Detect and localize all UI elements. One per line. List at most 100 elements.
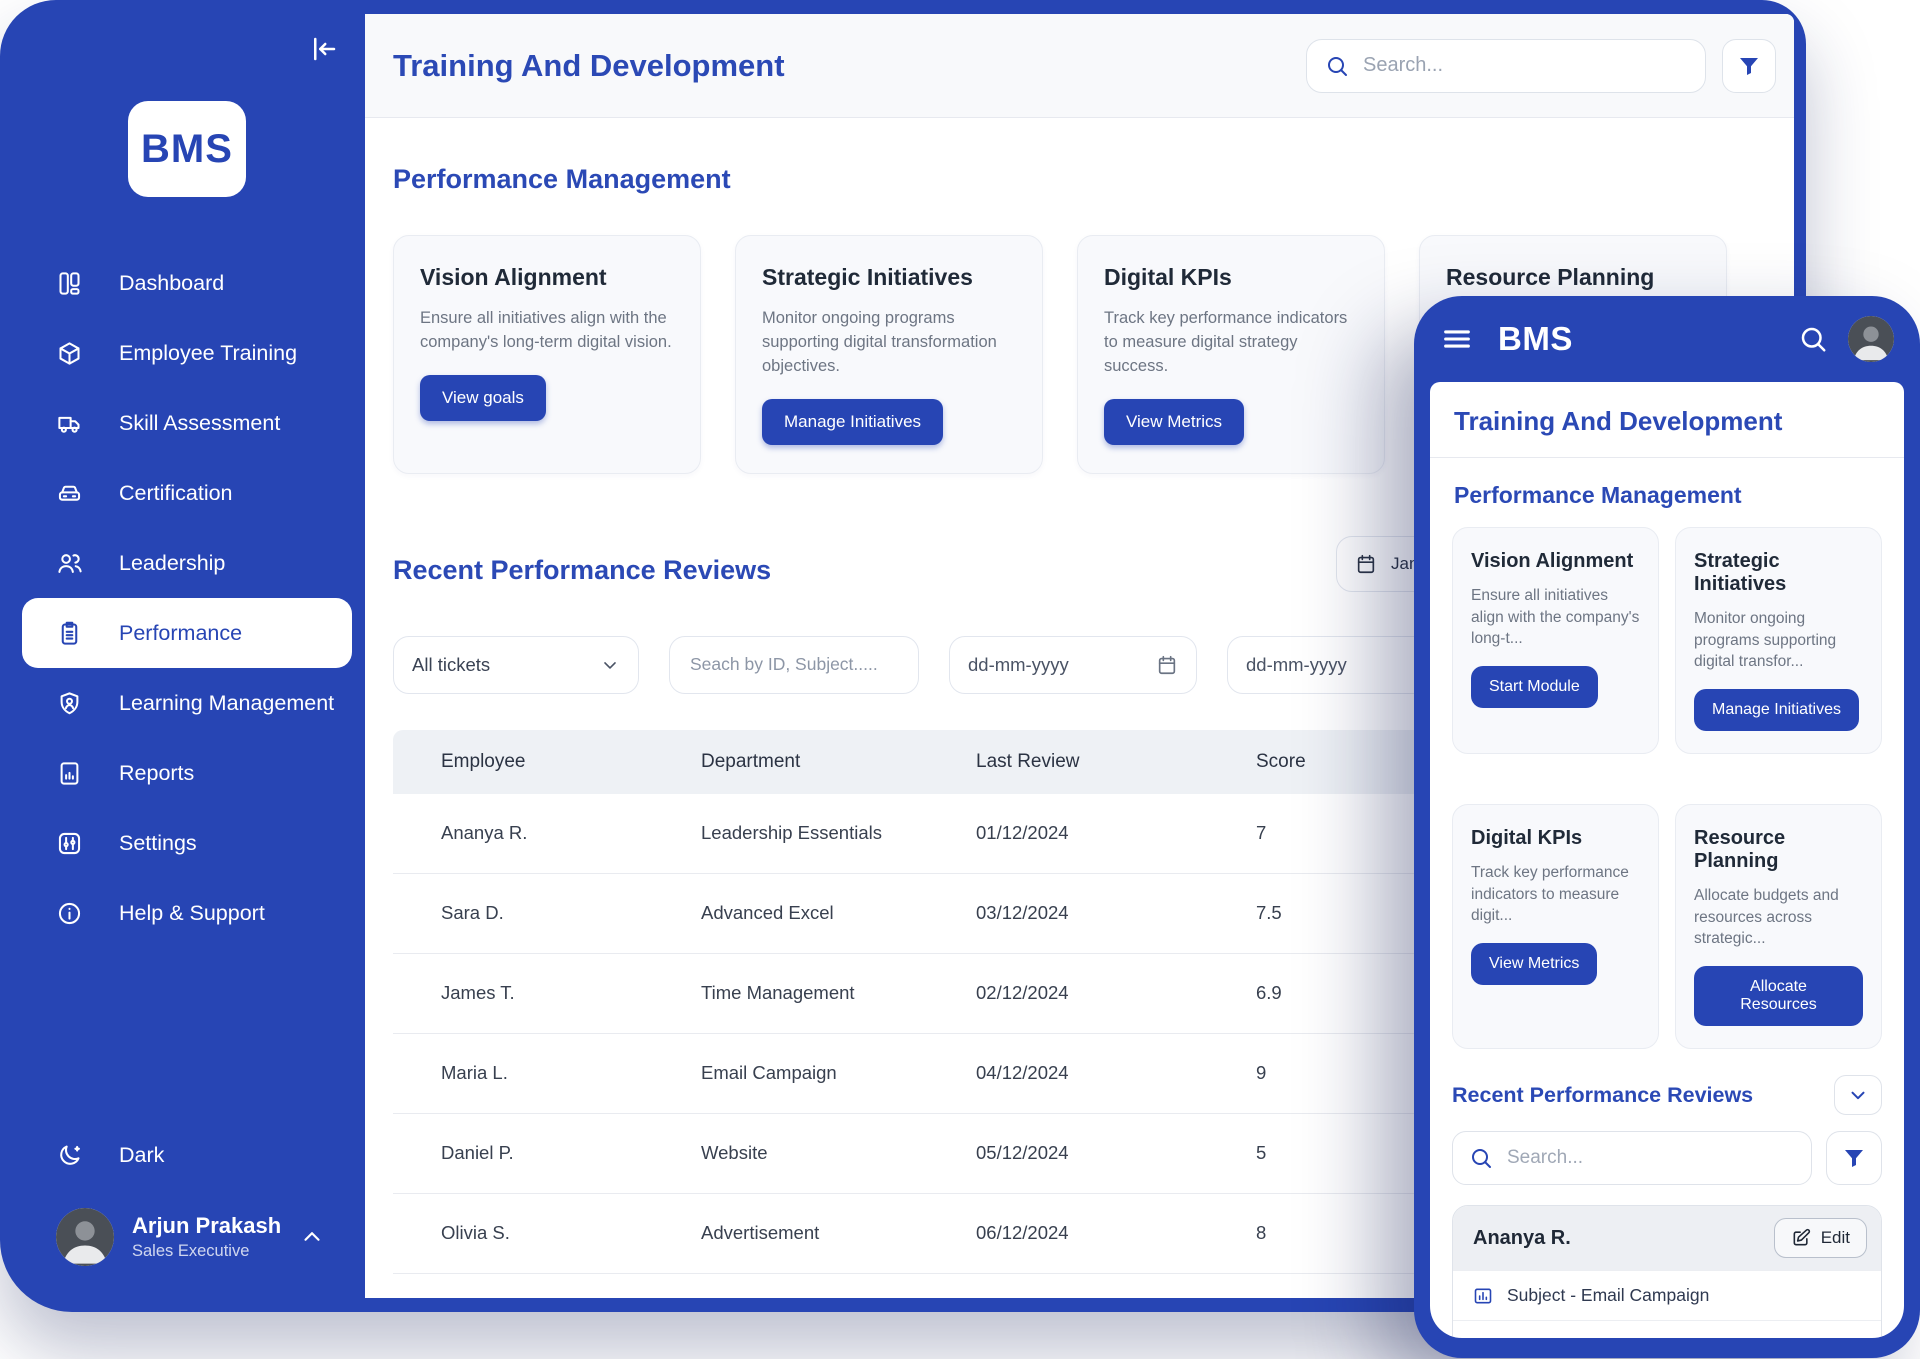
brand-logo: BMS [128, 101, 246, 197]
review-search-box [669, 635, 919, 694]
date-from-input[interactable]: dd-mm-yyyy [949, 635, 1197, 694]
card-strategic-initiatives: Strategic Initiatives Monitor ongoing pr… [735, 235, 1043, 474]
dark-mode-label: Dark [119, 1142, 165, 1167]
sidebar-item-label: Performance [119, 620, 243, 645]
hamburger-menu-icon[interactable] [1440, 322, 1474, 356]
card-title: Vision Alignment [420, 264, 607, 290]
sidebar-item-label: Dashboard [119, 270, 225, 295]
sidebar-item-reports[interactable]: Reports [22, 738, 352, 808]
date-to-value: dd-mm-yyyy [1246, 653, 1347, 675]
truck-icon [56, 410, 83, 437]
sidebar-item-settings[interactable]: Settings [22, 808, 352, 878]
sidebar-item-certification[interactable]: Certification [22, 458, 352, 528]
review-card-header: Ananya R. Edit [1453, 1206, 1881, 1271]
shield-user-icon [56, 690, 83, 717]
sidebar-item-dashboard[interactable]: Dashboard [22, 248, 352, 318]
funnel-icon [1842, 1146, 1866, 1170]
cell-last-review: 05/12/2024 [976, 1142, 1069, 1164]
review-search-input[interactable] [688, 653, 900, 677]
column-header-last-review: Last Review [976, 750, 1080, 772]
card-title: Resource Planning [1694, 827, 1786, 873]
package-icon [56, 340, 83, 367]
sidebar-item-help-support[interactable]: Help & Support [22, 878, 352, 948]
cell-score: 7.5 [1256, 902, 1282, 924]
filter-button[interactable] [1722, 38, 1776, 93]
edit-button[interactable]: Edit [1773, 1218, 1867, 1259]
mobile-search-row [1430, 1115, 1904, 1186]
view-metrics-button[interactable]: View Metrics [1471, 943, 1598, 986]
sidebar-item-performance[interactable]: Performance [22, 598, 352, 668]
manage-initiatives-button[interactable]: Manage Initiatives [762, 398, 944, 445]
search-icon [1469, 1146, 1493, 1170]
review-field-text: Subject - Email Campaign [1507, 1285, 1710, 1306]
cell-employee: Sara D. [441, 902, 504, 924]
cell-department: Advertisement [701, 1222, 820, 1244]
mobile-filter-button[interactable] [1826, 1131, 1882, 1186]
sidebar-item-skill-assessment[interactable]: Skill Assessment [22, 388, 352, 458]
cell-employee: Maria L. [441, 1062, 508, 1084]
clipboard-icon [56, 620, 83, 647]
cell-employee: James T. [441, 982, 515, 1004]
cell-department: Advanced Excel [701, 902, 834, 924]
card-title: Strategic Initiatives [762, 264, 973, 290]
cell-last-review: 03/12/2024 [976, 902, 1069, 924]
start-module-button[interactable]: Start Module [1471, 666, 1598, 709]
mobile-search-box [1452, 1131, 1812, 1186]
table-row: Ananya R. Leadership Essentials 01/12/20… [393, 794, 1766, 874]
sidebar-footer: Dark Arjun Prakash Sales Executive [0, 1120, 365, 1266]
card-description: Track key performance indicators to meas… [1471, 864, 1629, 925]
collapse-sidebar-button[interactable] [303, 28, 345, 70]
cell-score: 7 [1256, 822, 1267, 844]
search-icon[interactable] [1798, 324, 1828, 354]
dashboard-icon [56, 270, 83, 297]
search-input[interactable] [1361, 53, 1687, 78]
collapse-reviews-button[interactable] [1834, 1075, 1882, 1116]
view-metrics-button[interactable]: View Metrics [1104, 398, 1245, 445]
card-description: Track key performance indicators to meas… [1104, 309, 1348, 375]
car-icon [56, 480, 83, 507]
chevron-down-icon [1847, 1084, 1869, 1106]
card-title: Resource Planning [1446, 264, 1655, 290]
sidebar-item-label: Leadership [119, 550, 226, 575]
column-header-department: Department [701, 750, 801, 772]
edit-pencil-icon [1791, 1228, 1811, 1248]
sidebar-item-learning-management[interactable]: Learning Management [22, 668, 352, 738]
allocate-resources-button[interactable]: Allocate Resources [1694, 966, 1863, 1027]
review-field-status: Status - Resolved [1453, 1320, 1881, 1338]
table-row: James T. Time Management 02/12/2024 6.9 [393, 954, 1766, 1034]
card-title: Vision Alignment [1471, 550, 1634, 572]
sidebar-nav: Dashboard Employee Training Skill Assess… [0, 248, 365, 948]
card-vision-alignment: Vision Alignment Ensure all initiatives … [1452, 527, 1659, 755]
view-goals-button[interactable]: View goals [420, 374, 546, 421]
review-field-text: Status - Resolved [1507, 1335, 1645, 1338]
sidebar-item-leadership[interactable]: Leadership [22, 528, 352, 598]
card-description: Monitor ongoing programs supporting digi… [762, 309, 997, 375]
manage-initiatives-button[interactable]: Manage Initiatives [1694, 689, 1859, 732]
ticket-filter-select[interactable]: All tickets [393, 635, 639, 694]
dark-mode-toggle[interactable]: Dark [0, 1120, 365, 1190]
mobile-reviews-header: Recent Performance Reviews [1430, 1049, 1904, 1116]
card-title: Digital KPIs [1471, 827, 1583, 850]
mobile-search-input[interactable] [1505, 1146, 1795, 1171]
cell-score: 8 [1256, 1222, 1267, 1244]
card-description: Monitor ongoing programs supporting digi… [1694, 610, 1837, 671]
avatar[interactable] [1848, 316, 1894, 362]
sidebar-item-label: Help & Support [119, 900, 265, 925]
profile-meta: Arjun Prakash Sales Executive [132, 1213, 299, 1261]
card-description: Allocate budgets and resources across st… [1694, 887, 1839, 948]
report-icon [56, 760, 83, 787]
sidebar-item-label: Skill Assessment [119, 410, 281, 435]
cell-score: 6.9 [1256, 982, 1282, 1004]
sidebar-item-employee-training[interactable]: Employee Training [22, 318, 352, 388]
user-profile[interactable]: Arjun Prakash Sales Executive [0, 1208, 365, 1266]
section-title: Performance Management [393, 164, 731, 194]
column-header-score: Score [1256, 750, 1306, 772]
card-digital-kpis: Digital KPIs Track key performance indic… [1077, 235, 1385, 474]
chevron-down-icon [600, 655, 620, 675]
card-resource-planning: Resource Planning Allocate budgets and r… [1675, 804, 1882, 1050]
main-header: Training And Development [365, 14, 1794, 118]
sidebar-item-label: Settings [119, 830, 197, 855]
mobile-header: BMS [1414, 296, 1920, 382]
cell-department: Leadership Essentials [701, 822, 882, 844]
